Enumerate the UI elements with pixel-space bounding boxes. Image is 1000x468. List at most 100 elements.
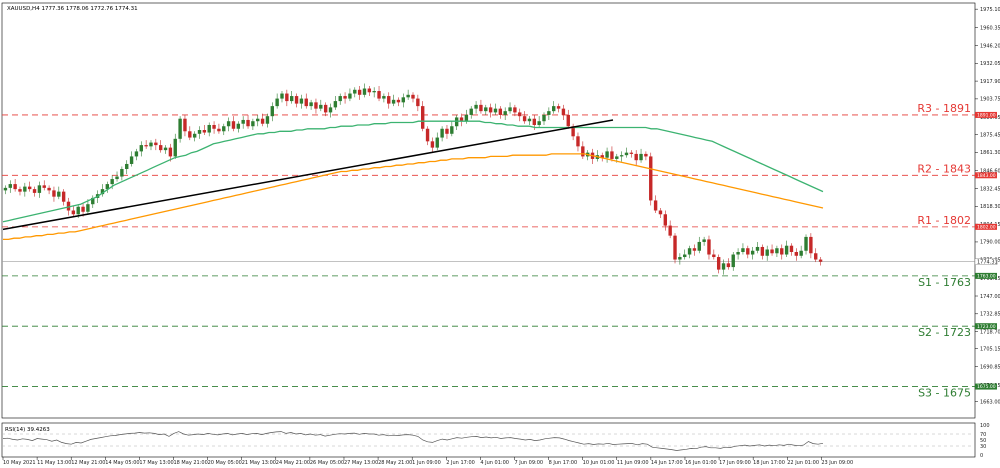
candle-body [440,128,444,138]
price-tick-label: 1861.30 [980,150,1000,156]
level-price-tag [975,323,997,330]
candle-body [217,128,221,132]
candle-body [673,235,677,260]
candle-body [683,254,687,258]
time-tick-label: 14 May 05:00 [105,460,139,466]
time-tick-label: 11 Jun 09:00 [617,460,649,466]
candle-body [3,187,8,191]
candle-body [406,94,410,98]
candle-body [474,104,478,109]
candle-body [387,96,391,104]
rsi-tick-label: 100 [980,423,990,429]
candle-body [556,106,561,109]
price-tick-label: 1975.10 [980,7,1000,13]
level-price-tag-text: 1675.00 [977,384,996,390]
candle-body [653,200,658,211]
candle-body [513,107,517,113]
candle-body [479,104,483,112]
level-price-tag-text: 1802.00 [977,224,996,230]
time-axis: 10 May 2021 11 May 13:00 12 May 21:00 14 Ma… [2,457,853,466]
candle-body [275,98,279,107]
candle-body [290,96,294,102]
price-tick-label: 1946.20 [980,43,1000,49]
candle-body [804,236,808,251]
time-tick-label: 10 Jun 01:00 [583,460,615,466]
candle-body [57,191,61,197]
candle-body [86,204,90,212]
candle-body [707,239,711,255]
candle-body [527,118,532,122]
candle-body [605,151,609,158]
time-tick-label: 12 May 21:00 [71,460,105,466]
price-tick-label: 1889.05 [980,115,1000,121]
candle-body [488,107,493,113]
candle-body [372,91,376,93]
candle-body [8,184,12,188]
level-label: R3 - 1891 [917,102,971,115]
candle-body [522,116,527,122]
candle-body [66,201,71,211]
time-tick-label: 21 May 13:00 [242,460,276,466]
candle-body [163,147,168,151]
candle-body [755,246,760,251]
candle-body [391,99,396,104]
candle-body [367,88,372,93]
candle-body [411,94,415,99]
candle-body [265,116,270,124]
candle-body [629,152,634,154]
ma-long-line [3,153,824,241]
candle-body [226,121,231,127]
candle-body [721,263,726,270]
time-tick-label: 24 May 21:00 [276,460,310,466]
rsi-line [2,431,824,451]
candle-body [91,197,95,205]
candle-body [270,106,274,117]
candle-body [134,151,139,157]
candle-body [183,118,187,132]
candle-body [770,249,774,254]
candle-body [503,111,507,115]
candle-body [658,210,663,215]
time-tick-label: 18 May 21:00 [173,460,207,466]
candle-body [105,184,110,190]
candle-body [421,106,425,129]
candle-body [401,97,405,103]
candle-body [348,93,352,99]
candle-body [741,248,745,252]
candle-body [192,133,197,138]
candle-body [309,102,313,107]
candle-body [222,126,226,132]
candle-body [125,163,129,169]
candle-body [697,241,701,251]
candle-body [323,104,328,113]
level-price-tag [975,223,997,230]
price-tick-label: 1690.85 [980,364,1000,370]
candle-body [333,101,338,108]
candle-body [445,128,449,134]
price-tick-label: 1960.35 [980,26,1000,32]
main-panel: R3 - 1891 R2 - 1843 R1 - 1802 S1 - 1763 S2 -… [1,2,976,419]
price-tick-label: 1832.45 [980,186,1000,192]
level-price-tag-text: 1843.00 [977,173,996,179]
candle-body [396,99,401,103]
candle-body [668,225,672,236]
level-label: R2 - 1843 [917,162,971,175]
candle-body [338,96,342,102]
main-frame [1,2,976,419]
candle-body [649,156,653,201]
candle-body [430,141,435,148]
candle-body [416,98,420,107]
level-label: S2 - 1723 [918,326,971,339]
time-tick-label: 17 Jun 09:00 [719,460,751,466]
candle-body [610,151,614,159]
candle-body [712,254,716,258]
price-tick-label: 1875.45 [980,132,1000,138]
candle-body [775,248,779,254]
candle-body [702,239,706,242]
candle-body [76,206,80,215]
candle-body [624,152,629,156]
candle-body [353,89,357,94]
candle-body [47,187,51,191]
candle-body [52,190,56,197]
